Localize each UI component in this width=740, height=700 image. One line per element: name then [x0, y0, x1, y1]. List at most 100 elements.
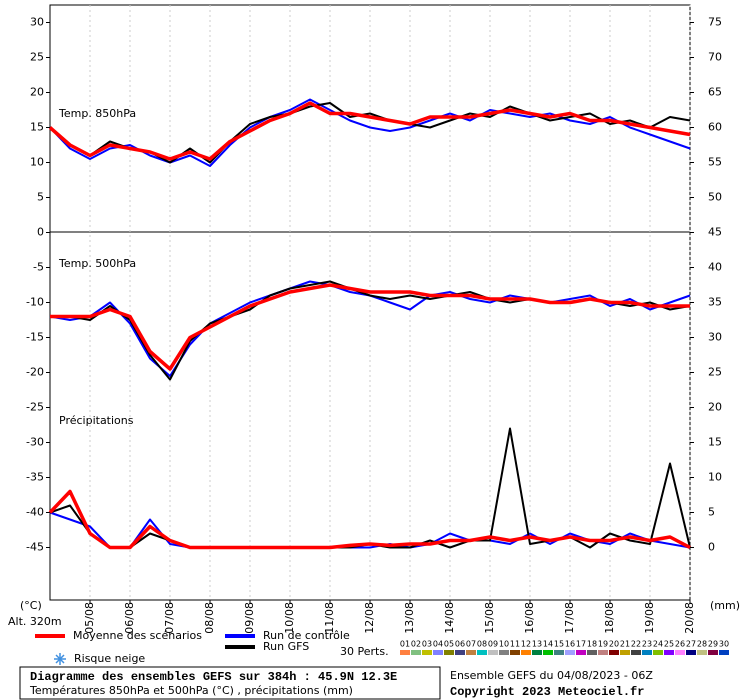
perturbation-label: 30 [719, 640, 729, 649]
perturbation-swatch [466, 650, 476, 655]
panel-label: Précipitations [59, 414, 134, 427]
perturbation-label: 25 [664, 640, 674, 649]
y2-tick-label: 55 [708, 156, 722, 169]
perturbation-swatch [488, 650, 498, 655]
x-tick-label: 07/08 [163, 602, 176, 634]
series-line [48, 101, 691, 161]
series-line [48, 489, 691, 550]
snow-label: Risque neige [74, 652, 145, 665]
y2-axis-label: (mm) [710, 599, 740, 612]
y2-tick-label: 75 [708, 16, 722, 29]
perturbation-swatch [433, 650, 443, 655]
perturbation-swatch [499, 650, 509, 655]
panel-label: Temp. 850hPa [58, 107, 136, 120]
snow-icon [54, 653, 66, 665]
perturbation-swatch [642, 650, 652, 655]
y-tick-label: -25 [26, 401, 44, 414]
legend-label: Run GFS [263, 640, 309, 653]
y-tick-label: 5 [37, 191, 44, 204]
perturbation-swatch [411, 650, 421, 655]
perturbation-swatch [719, 650, 729, 655]
y-tick-label: -15 [26, 331, 44, 344]
perturbation-label: 08 [477, 640, 487, 649]
perturbation-label: 20 [609, 640, 619, 649]
y-tick-label: 10 [30, 156, 44, 169]
perturbation-swatch [664, 650, 674, 655]
perturbation-swatch [609, 650, 619, 655]
perturbation-label: 01 [400, 640, 410, 649]
perturbation-label: 18 [587, 640, 597, 649]
x-tick-label: 17/08 [563, 602, 576, 634]
perturbation-swatch [444, 650, 454, 655]
y2-tick-label: 20 [708, 401, 722, 414]
y-tick-label: 0 [37, 226, 44, 239]
chart-title: Diagramme des ensembles GEFS sur 384h : … [30, 670, 397, 684]
y-tick-label: -20 [26, 366, 44, 379]
perturbation-label: 16 [565, 640, 575, 649]
perturbation-swatch [686, 650, 696, 655]
legend-label: Run de contrôle [263, 629, 350, 642]
x-tick-label: 11/08 [323, 602, 336, 634]
perturbation-swatch [631, 650, 641, 655]
perturbation-swatch [477, 650, 487, 655]
perturbation-label: 23 [642, 640, 652, 649]
perturbation-label: 21 [620, 640, 630, 649]
perturbation-swatch [587, 650, 597, 655]
x-tick-label: 19/08 [643, 602, 656, 634]
x-tick-label: 12/08 [363, 602, 376, 634]
perturbation-label: 13 [532, 640, 542, 649]
perturbation-label: 17 [576, 640, 586, 649]
y2-tick-label: 25 [708, 366, 722, 379]
perturbation-label: 15 [554, 640, 564, 649]
perturbation-label: 06 [455, 640, 465, 649]
perturbation-swatch [521, 650, 531, 655]
perturbation-label: 29 [708, 640, 718, 649]
perturbation-label: 14 [543, 640, 553, 649]
y-tick-label: 20 [30, 86, 44, 99]
x-tick-label: 09/08 [243, 602, 256, 634]
perturbation-swatch [543, 650, 553, 655]
y-tick-label: -45 [26, 541, 44, 554]
title-box [19, 666, 441, 700]
perturbation-label: 22 [631, 640, 641, 649]
perturbation-swatch [675, 650, 685, 655]
perturbation-swatch [653, 650, 663, 655]
y2-tick-label: 5 [708, 506, 715, 519]
perturbations-label: 30 Perts. [340, 645, 389, 658]
perturbation-swatch [400, 650, 410, 655]
perturbation-swatch [576, 650, 586, 655]
perturbation-swatch [697, 650, 707, 655]
y2-tick-label: 50 [708, 191, 722, 204]
y2-tick-label: 70 [708, 51, 722, 64]
x-tick-label: 05/08 [83, 602, 96, 634]
perturbation-label: 27 [686, 640, 696, 649]
x-tick-label: 10/08 [283, 602, 296, 634]
y-tick-label: -30 [26, 436, 44, 449]
perturbation-label: 26 [675, 640, 685, 649]
y2-tick-label: 30 [708, 331, 722, 344]
panel-label: Temp. 500hPa [58, 257, 136, 270]
y2-tick-label: 65 [708, 86, 722, 99]
y-tick-label: -35 [26, 471, 44, 484]
copyright: Copyright 2023 Meteociel.fr [450, 685, 644, 699]
perturbation-swatch [598, 650, 608, 655]
y-axis-label: (°C) [20, 599, 42, 612]
perturbation-swatch [455, 650, 465, 655]
perturbation-label: 28 [697, 640, 707, 649]
perturbation-swatch [708, 650, 718, 655]
perturbation-label: 10 [499, 640, 509, 649]
y-tick-label: 15 [30, 121, 44, 134]
perturbation-label: 02 [411, 640, 421, 649]
y2-tick-label: 45 [708, 226, 722, 239]
series-line [50, 283, 690, 371]
x-tick-label: 16/08 [523, 602, 536, 634]
y-tick-label: -5 [33, 261, 44, 274]
y-tick-label: 30 [30, 16, 44, 29]
perturbation-swatch [532, 650, 542, 655]
perturbation-label: 09 [488, 640, 498, 649]
legend-label: Moyenne des scénarios [73, 629, 202, 642]
x-tick-label: 08/08 [203, 602, 216, 634]
y-tick-label: -40 [26, 506, 44, 519]
y2-tick-label: 35 [708, 296, 722, 309]
